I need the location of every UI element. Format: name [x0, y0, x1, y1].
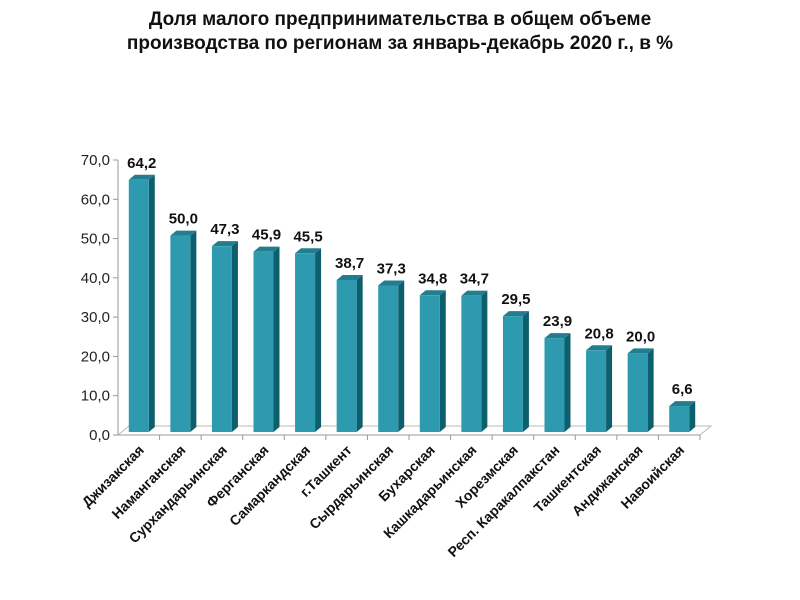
- bar-top: [378, 280, 405, 286]
- bar-side: [647, 348, 654, 432]
- chart-title-line2: производства по регионам за январь-декаб…: [126, 33, 674, 54]
- bar: [461, 295, 482, 432]
- bar-top: [669, 401, 696, 407]
- bar-top: [253, 246, 280, 252]
- data-label: 34,7: [460, 271, 489, 288]
- bar-side: [231, 241, 238, 432]
- bar: [544, 338, 565, 432]
- y-tick-label: 10,0: [81, 388, 110, 405]
- bar-top: [502, 311, 529, 317]
- data-label: 45,9: [252, 227, 281, 244]
- bar-side: [522, 311, 529, 432]
- y-tick-label: 30,0: [81, 309, 110, 326]
- bar-top: [295, 248, 322, 254]
- data-label: 20,8: [584, 325, 613, 342]
- bar-side: [398, 280, 405, 432]
- bar-side: [356, 274, 363, 432]
- chart-floor: [116, 425, 713, 436]
- y-tick-label: 70,0: [81, 152, 110, 169]
- data-label: 34,8: [418, 270, 447, 287]
- bar-top: [128, 174, 155, 180]
- chart-title-line1: Доля малого предпринимательства в общем …: [148, 9, 652, 30]
- bar-side: [606, 345, 613, 432]
- bar-top: [170, 230, 197, 236]
- bar-side: [315, 248, 322, 432]
- chart-title: Доля малого предпринимательства в общем …: [0, 8, 800, 56]
- bar: [419, 295, 440, 432]
- bar: [336, 279, 357, 432]
- data-label: 45,5: [293, 228, 322, 245]
- bar-top: [419, 290, 446, 296]
- bar-side: [564, 333, 571, 432]
- data-label: 29,5: [501, 291, 530, 308]
- data-label: 38,7: [335, 255, 364, 272]
- bar: [586, 350, 607, 432]
- y-tick-label: 50,0: [81, 231, 110, 248]
- bar-top: [586, 345, 613, 351]
- data-label: 50,0: [169, 211, 198, 228]
- bar-side: [481, 290, 488, 432]
- bar: [170, 235, 191, 432]
- y-tick-label: 40,0: [81, 270, 110, 287]
- y-tick-label: 20,0: [81, 348, 110, 365]
- bar-top: [461, 290, 488, 296]
- data-label: 20,0: [626, 328, 655, 345]
- bar-side: [439, 290, 446, 432]
- data-label: 47,3: [210, 221, 239, 238]
- bar-top: [336, 274, 363, 280]
- bar: [627, 353, 648, 432]
- y-tick-label: 0,0: [89, 427, 110, 444]
- bar-top: [627, 348, 654, 354]
- y-tick-label: 60,0: [81, 191, 110, 208]
- bar-side: [273, 246, 280, 432]
- bar: [211, 246, 232, 432]
- bar-top: [211, 241, 238, 247]
- data-label: 6,6: [672, 381, 693, 398]
- category-label: Наманганская: [108, 442, 188, 522]
- bar: [669, 406, 690, 432]
- bar-top: [544, 333, 571, 339]
- data-label: 64,2: [127, 155, 156, 172]
- data-label: 37,3: [377, 260, 406, 277]
- bar: [295, 253, 316, 432]
- bar: [502, 316, 523, 432]
- bar-side: [689, 401, 696, 432]
- bar-side: [190, 230, 197, 432]
- bar-side: [148, 174, 155, 433]
- data-label: 23,9: [543, 313, 572, 330]
- bar: [128, 179, 149, 432]
- bar: [253, 251, 274, 432]
- bar: [378, 285, 399, 432]
